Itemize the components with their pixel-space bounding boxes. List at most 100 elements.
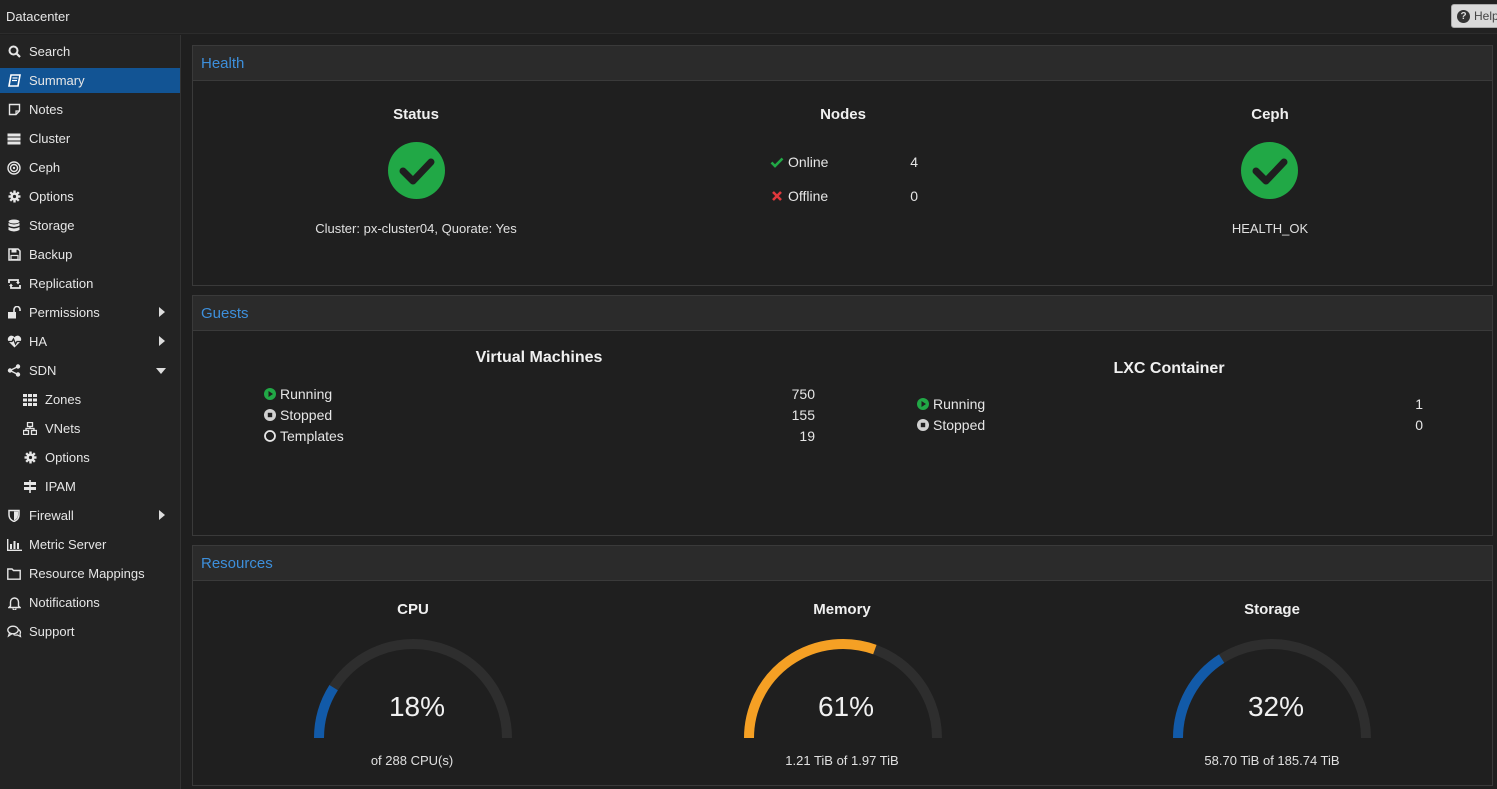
sidebar-item-vnets[interactable]: VNets bbox=[0, 416, 180, 441]
lxc-running-label: Running bbox=[933, 396, 986, 412]
guests-panel: Guests Virtual Machines Running 750 Stop… bbox=[192, 295, 1493, 536]
nodes-heading: Nodes bbox=[820, 106, 866, 123]
vm-running-row: Running bbox=[264, 386, 332, 402]
gear-icon bbox=[22, 450, 38, 466]
top-bar: Datacenter ? Help bbox=[0, 0, 1497, 34]
times-icon bbox=[769, 190, 784, 202]
sidebar-item-options[interactable]: Options bbox=[0, 184, 180, 209]
grid-icon bbox=[22, 392, 38, 408]
folder-icon bbox=[6, 566, 22, 582]
sidebar-item-search[interactable]: Search bbox=[0, 39, 180, 64]
lxc-stopped-label: Stopped bbox=[933, 417, 986, 433]
status-heading: Status bbox=[393, 106, 439, 123]
network-icon bbox=[22, 421, 38, 437]
sidebar-item-replication[interactable]: Replication bbox=[0, 271, 180, 296]
sidebar-item-ipam[interactable]: IPAM bbox=[0, 474, 180, 499]
sidebar-item-backup[interactable]: Backup bbox=[0, 242, 180, 267]
sidebar-item-resource-mappings[interactable]: Resource Mappings bbox=[0, 561, 180, 586]
expand-arrow-icon[interactable] bbox=[159, 510, 165, 520]
expand-arrow-icon[interactable] bbox=[159, 336, 165, 346]
storage-gauge bbox=[1173, 639, 1371, 739]
sidebar-item-sdn[interactable]: SDN bbox=[0, 358, 180, 383]
offline-count: 0 bbox=[910, 188, 918, 204]
help-button[interactable]: ? Help bbox=[1451, 4, 1497, 28]
lxc-running-count: 1 bbox=[1415, 396, 1423, 412]
check-icon bbox=[769, 156, 784, 168]
lxc-heading: LXC Container bbox=[1113, 360, 1225, 377]
ceph-icon bbox=[6, 160, 22, 176]
sidebar-item-label: Permissions bbox=[29, 305, 100, 320]
sidebar-item-permissions[interactable]: Permissions bbox=[0, 300, 180, 325]
bell-icon bbox=[6, 595, 22, 611]
vm-stopped-label: Stopped bbox=[280, 407, 333, 423]
help-label: Help bbox=[1474, 9, 1497, 23]
sidebar-item-label: Search bbox=[29, 44, 71, 59]
sidebar-item-cluster[interactable]: Cluster bbox=[0, 126, 180, 151]
storage-percent: 32% bbox=[1247, 691, 1305, 722]
vm-stopped-row: Stopped bbox=[264, 407, 332, 423]
sidebar-item-label: Options bbox=[45, 450, 90, 465]
sidebar-item-ha[interactable]: HA bbox=[0, 329, 180, 354]
search-icon bbox=[6, 44, 22, 60]
comments-icon bbox=[6, 624, 22, 640]
sidebar-item-label: Resource Mappings bbox=[29, 566, 145, 581]
offline-label: Offline bbox=[788, 188, 829, 204]
sidebar-item-label: IPAM bbox=[45, 479, 76, 494]
sidebar-item-notes[interactable]: Notes bbox=[0, 97, 180, 122]
vm-templates-count: 19 bbox=[799, 428, 815, 444]
collapse-arrow-icon[interactable] bbox=[156, 368, 166, 374]
storage-subtext: 58.70 TiB of 185.74 TiB bbox=[1204, 753, 1340, 768]
panel-title: Guests bbox=[193, 296, 1492, 331]
cpu-percent: 18% bbox=[388, 691, 446, 722]
stop-circle-icon bbox=[917, 419, 929, 431]
shield-icon bbox=[6, 508, 22, 524]
vm-templates-row: Templates bbox=[264, 428, 344, 444]
nodes-offline-row: Offline bbox=[769, 188, 828, 204]
retweet-icon bbox=[6, 276, 22, 292]
play-circle-icon bbox=[917, 398, 929, 410]
sidebar-item-label: Cluster bbox=[29, 131, 71, 146]
vm-stopped-count: 155 bbox=[791, 407, 815, 423]
sidebar-item-summary[interactable]: Summary bbox=[0, 68, 180, 93]
unlock-icon bbox=[6, 305, 22, 321]
sidebar-item-label: Backup bbox=[29, 247, 73, 262]
sidebar-item-label: Ceph bbox=[29, 160, 61, 175]
book-icon bbox=[6, 73, 22, 89]
sidebar-item-label: Notifications bbox=[29, 595, 100, 610]
health-panel: Health Status Cluster: px-cluster04, Quo… bbox=[192, 45, 1493, 286]
memory-percent: 61% bbox=[817, 691, 875, 722]
sidebar-item-label: SDN bbox=[29, 363, 57, 378]
gauge-value-arc bbox=[314, 684, 338, 739]
sidebar-item-sdn-options[interactable]: Options bbox=[0, 445, 180, 470]
sidebar-item-label: Summary bbox=[29, 73, 85, 88]
gauge-value-arc bbox=[744, 639, 877, 739]
ceph-heading: Ceph bbox=[1251, 106, 1289, 123]
panel-title: Health bbox=[193, 46, 1492, 81]
sidebar-item-ceph[interactable]: Ceph bbox=[0, 155, 180, 180]
sidebar-item-storage[interactable]: Storage bbox=[0, 213, 180, 238]
resources-panel: Resources CPU 18% of 288 CPU(s) Memory 6… bbox=[192, 545, 1493, 786]
lxc-stopped-count: 0 bbox=[1415, 417, 1423, 433]
memory-gauge bbox=[744, 639, 942, 739]
nodes-online-row: Online bbox=[769, 154, 828, 170]
sidebar-item-zones[interactable]: Zones bbox=[0, 387, 180, 412]
storage-heading: Storage bbox=[1244, 601, 1300, 618]
sidebar-item-firewall[interactable]: Firewall bbox=[0, 503, 180, 528]
sidebar-item-support[interactable]: Support bbox=[0, 619, 180, 644]
sidebar-item-label: Firewall bbox=[29, 508, 74, 523]
expand-arrow-icon[interactable] bbox=[159, 307, 165, 317]
database-icon bbox=[6, 218, 22, 234]
vm-templates-label: Templates bbox=[280, 428, 344, 444]
sidebar-item-label: Options bbox=[29, 189, 74, 204]
sidebar-item-label: Zones bbox=[45, 392, 82, 407]
sidebar-item-notifications[interactable]: Notifications bbox=[0, 590, 180, 615]
status-text: Cluster: px-cluster04, Quorate: Yes bbox=[315, 221, 517, 236]
memory-heading: Memory bbox=[813, 601, 871, 618]
sidebar-item-label: Support bbox=[29, 624, 75, 639]
breadcrumb-title: Datacenter bbox=[6, 9, 70, 24]
gear-icon bbox=[6, 189, 22, 205]
sidebar-item-metric-server[interactable]: Metric Server bbox=[0, 532, 180, 557]
signpost-icon bbox=[22, 479, 38, 495]
sidebar-item-label: HA bbox=[29, 334, 48, 349]
note-icon bbox=[6, 102, 22, 118]
